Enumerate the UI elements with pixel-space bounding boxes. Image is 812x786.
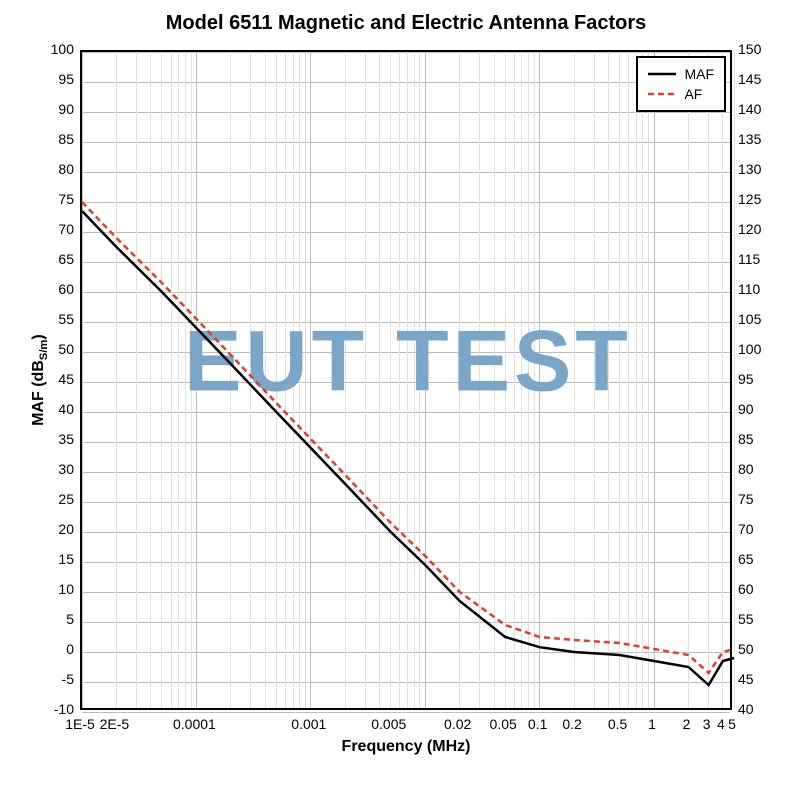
y-right-tick: 55 — [738, 611, 754, 627]
y-right-tick: 150 — [738, 41, 761, 57]
y-right-tick: 50 — [738, 641, 754, 657]
legend-swatch — [648, 67, 676, 81]
legend-item: AF — [648, 84, 714, 104]
x-tick: 2E-5 — [100, 716, 130, 732]
y-left-tick: 50 — [58, 341, 74, 357]
y-right-tick: 140 — [738, 101, 761, 117]
y-left-tick: 90 — [58, 101, 74, 117]
series-layer — [82, 52, 734, 712]
x-tick: 0.02 — [444, 716, 471, 732]
y-left-tick: 40 — [58, 401, 74, 417]
legend-item: MAF — [648, 64, 714, 84]
legend-label: MAF — [684, 66, 714, 82]
x-tick: 4 — [717, 716, 725, 732]
y-right-tick: 80 — [738, 461, 754, 477]
x-tick: 1E-5 — [65, 716, 95, 732]
y-right-tick: 145 — [738, 71, 761, 87]
y-left-tick: 15 — [58, 551, 74, 567]
x-tick: 0.05 — [490, 716, 517, 732]
antenna-factor-chart: Model 6511 Magnetic and Electric Antenna… — [0, 0, 812, 786]
y-left-tick: 55 — [58, 311, 74, 327]
y-right-tick: 105 — [738, 311, 761, 327]
y-right-tick: 90 — [738, 401, 754, 417]
x-tick: 0.001 — [291, 716, 326, 732]
x-axis-label: Frequency (MHz) — [342, 738, 471, 756]
y-right-tick: 65 — [738, 551, 754, 567]
plot-area: EUT TESTMAFAF — [80, 50, 732, 710]
y-left-tick: 25 — [58, 491, 74, 507]
y-right-tick: 95 — [738, 371, 754, 387]
legend-label: AF — [684, 86, 702, 102]
chart-title: Model 6511 Magnetic and Electric Antenna… — [0, 12, 812, 35]
x-tick: 3 — [703, 716, 711, 732]
y-left-tick: 95 — [58, 71, 74, 87]
x-tick: 1 — [648, 716, 656, 732]
y-right-tick: 70 — [738, 521, 754, 537]
y-right-tick: 130 — [738, 161, 761, 177]
y-left-axis-label: MAF (dBS/m) — [30, 320, 50, 440]
x-tick: 0.5 — [608, 716, 627, 732]
x-tick: 0.1 — [528, 716, 547, 732]
y-left-tick: 65 — [58, 251, 74, 267]
y-left-tick: 10 — [58, 581, 74, 597]
y-left-tick: -10 — [54, 701, 74, 717]
x-tick: 0.0001 — [173, 716, 216, 732]
y-right-tick: 110 — [738, 281, 760, 297]
x-tick: 2 — [683, 716, 691, 732]
y-left-tick: -5 — [62, 671, 74, 687]
y-left-tick: 20 — [58, 521, 74, 537]
y-right-tick: 40 — [738, 701, 754, 717]
y-left-tick: 5 — [66, 611, 74, 627]
y-right-tick: 135 — [738, 131, 761, 147]
legend-swatch — [648, 87, 676, 101]
y-left-tick: 70 — [58, 221, 74, 237]
y-right-tick: 100 — [738, 341, 761, 357]
y-right-tick: 85 — [738, 431, 754, 447]
series-af — [82, 202, 734, 673]
y-left-tick: 45 — [58, 371, 74, 387]
x-tick: 0.005 — [371, 716, 406, 732]
y-right-tick: 45 — [738, 671, 754, 687]
y-right-tick: 60 — [738, 581, 754, 597]
series-maf — [82, 211, 734, 685]
y-left-tick: 80 — [58, 161, 74, 177]
y-left-tick: 85 — [58, 131, 74, 147]
y-left-tick: 35 — [58, 431, 74, 447]
x-tick: 0.2 — [562, 716, 581, 732]
y-left-tick: 0 — [66, 641, 74, 657]
y-left-tick: 75 — [58, 191, 74, 207]
x-tick: 5 — [728, 716, 736, 732]
y-right-tick: 125 — [738, 191, 761, 207]
y-left-tick: 100 — [51, 41, 74, 57]
legend: MAF AF — [636, 56, 726, 112]
y-left-tick: 60 — [58, 281, 74, 297]
y-right-tick: 75 — [738, 491, 754, 507]
y-right-tick: 115 — [738, 251, 760, 267]
y-left-tick: 30 — [58, 461, 74, 477]
y-right-tick: 120 — [738, 221, 761, 237]
